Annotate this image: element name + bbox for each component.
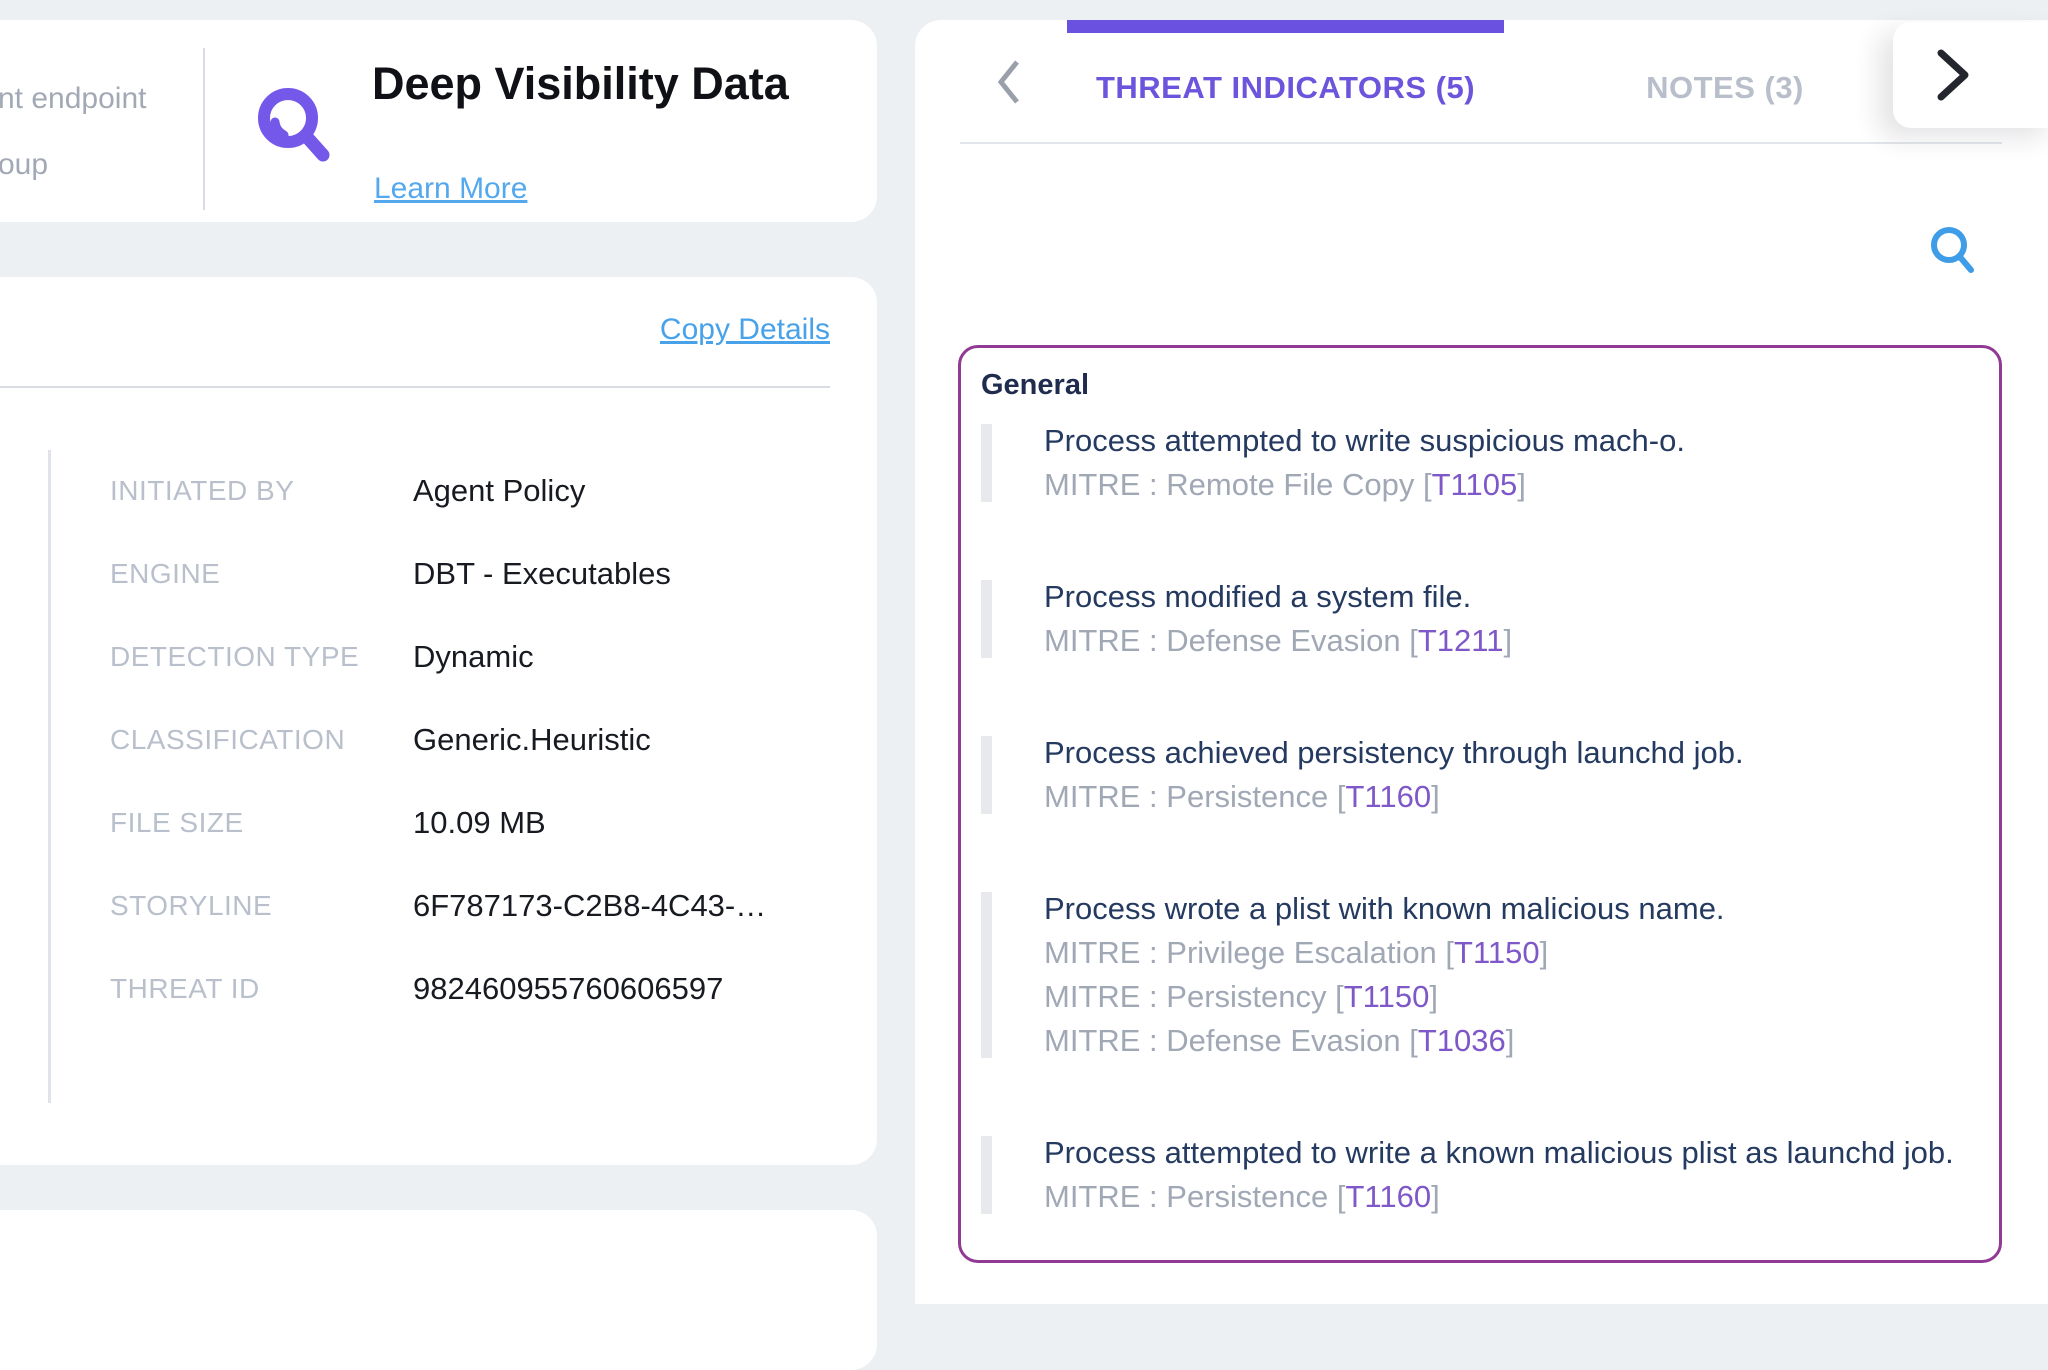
indicator-accent-bar	[981, 892, 992, 1058]
mitre-code: T1160	[1345, 1179, 1432, 1214]
indicator-text: Process attempted to write suspicious ma…	[1044, 419, 1685, 507]
chevron-right-icon	[1937, 49, 1969, 101]
deep-visibility-magnifier-icon	[250, 80, 340, 185]
indicator-accent-bar	[981, 580, 992, 658]
mitre-line: MITRE : Persistence [T1160]	[1044, 1179, 1440, 1214]
detail-value: 10.09 MB	[413, 804, 546, 840]
page-title: Deep Visibility Data	[372, 58, 789, 109]
tab-threat-indicators[interactable]: THREAT INDICATORS (5)	[1095, 70, 1476, 105]
detail-value: Agent Policy	[413, 472, 586, 508]
header-card: nt endpoint oup Deep Visibility Data Lea…	[0, 20, 877, 222]
detail-row: STORYLINE 6F787173-C2B8-4C43-…	[110, 864, 810, 947]
indicator-item: Process modified a system file. MITRE : D…	[981, 575, 1969, 663]
details-divider	[0, 386, 830, 388]
active-tab-indicator	[1067, 20, 1504, 33]
mitre-code: T1150	[1343, 979, 1430, 1014]
detail-value: 6F787173-C2B8-4C43-…	[413, 887, 767, 923]
mitre-line: MITRE : Privilege Escalation [T1150]	[1044, 935, 1549, 970]
tabs-divider	[960, 142, 2002, 144]
detail-row: DETECTION TYPE Dynamic	[110, 615, 810, 698]
indicator-accent-bar	[981, 1136, 992, 1214]
detail-label: ENGINE	[110, 557, 221, 589]
details-left-border	[48, 450, 51, 1103]
indicator-accent-bar	[981, 736, 992, 814]
chevron-left-icon	[997, 60, 1019, 104]
indicator-title: Process wrote a plist with known malicio…	[1044, 891, 1725, 926]
indicator-text: Process attempted to write a known malic…	[1044, 1131, 1954, 1219]
search-button[interactable]	[1923, 220, 1981, 282]
detail-label: THREAT ID	[110, 972, 260, 1004]
mitre-code: T1160	[1345, 779, 1432, 814]
mitre-line: MITRE : Defense Evasion [T1211]	[1044, 623, 1513, 658]
detail-row: ENGINE DBT - Executables	[110, 532, 810, 615]
detail-label: STORYLINE	[110, 889, 273, 921]
tab-prev-button[interactable]	[987, 52, 1031, 112]
search-icon	[1931, 227, 1974, 273]
detail-value: Generic.Heuristic	[413, 721, 651, 757]
indicator-accent-bar	[981, 424, 992, 502]
detail-label: INITIATED BY	[110, 474, 295, 506]
detail-row: THREAT ID 982460955760606597	[110, 947, 810, 1030]
indicator-text: Process wrote a plist with known malicio…	[1044, 887, 1725, 1063]
indicator-title: Process modified a system file.	[1044, 579, 1472, 614]
mitre-line: MITRE : Defense Evasion [T1036]	[1044, 1023, 1515, 1058]
mitre-line: MITRE : Persistence [T1160]	[1044, 779, 1440, 814]
detail-row: FILE SIZE 10.09 MB	[110, 781, 810, 864]
indicator-text: Process achieved persistency through lau…	[1044, 731, 1744, 819]
indicator-title: Process achieved persistency through lau…	[1044, 735, 1744, 770]
group-title: General	[981, 369, 1089, 401]
header-divider	[203, 48, 205, 210]
detail-label: DETECTION TYPE	[110, 640, 360, 672]
copy-details-link[interactable]: Copy Details	[659, 313, 830, 346]
general-group: General Process attempted to write suspi…	[958, 345, 2002, 1263]
details-table: INITIATED BY Agent Policy ENGINE DBT - Exec…	[110, 449, 810, 1030]
detail-value: DBT - Executables	[413, 555, 671, 591]
indicator-item: Process achieved persistency through lau…	[981, 731, 1969, 819]
clipped-group-text: oup	[0, 148, 49, 181]
tab-notes[interactable]: NOTES (3)	[1646, 70, 1804, 105]
detail-label: FILE SIZE	[110, 806, 244, 838]
mitre-code: T1105	[1431, 467, 1518, 502]
detail-value: Dynamic	[413, 638, 534, 674]
indicator-item: Process attempted to write suspicious ma…	[981, 419, 1969, 507]
detail-label: CLASSIFICATION	[110, 723, 346, 755]
bottom-card	[0, 1210, 877, 1370]
indicator-title: Process attempted to write suspicious ma…	[1044, 423, 1685, 458]
indicators-panel: THREAT INDICATORS (5) NOTES (3) General …	[915, 20, 2048, 1304]
mitre-code: T1150	[1454, 935, 1540, 970]
detail-row: INITIATED BY Agent Policy	[110, 449, 810, 532]
detail-value: 982460955760606597	[413, 970, 724, 1006]
mitre-line: MITRE : Remote File Copy [T1105]	[1044, 467, 1526, 502]
details-card: Copy Details INITIATED BY Agent Policy ENG…	[0, 277, 877, 1165]
indicator-item: Process wrote a plist with known malicio…	[981, 887, 1969, 1063]
mitre-code: T1036	[1417, 1023, 1506, 1058]
mitre-code: T1211	[1417, 623, 1504, 658]
detail-row: CLASSIFICATION Generic.Heuristic	[110, 698, 810, 781]
indicator-title: Process attempted to write a known malic…	[1044, 1135, 1954, 1170]
indicator-item: Process attempted to write a known malic…	[981, 1131, 1969, 1219]
indicator-text: Process modified a system file. MITRE : D…	[1044, 575, 1512, 663]
learn-more-link[interactable]: Learn More	[374, 172, 528, 205]
indicator-list: Process attempted to write suspicious ma…	[981, 419, 1969, 1219]
tab-next-button[interactable]	[1893, 22, 2048, 128]
clipped-endpoint-text: nt endpoint	[0, 82, 147, 115]
mitre-line: MITRE : Persistency [T1150]	[1044, 979, 1438, 1014]
